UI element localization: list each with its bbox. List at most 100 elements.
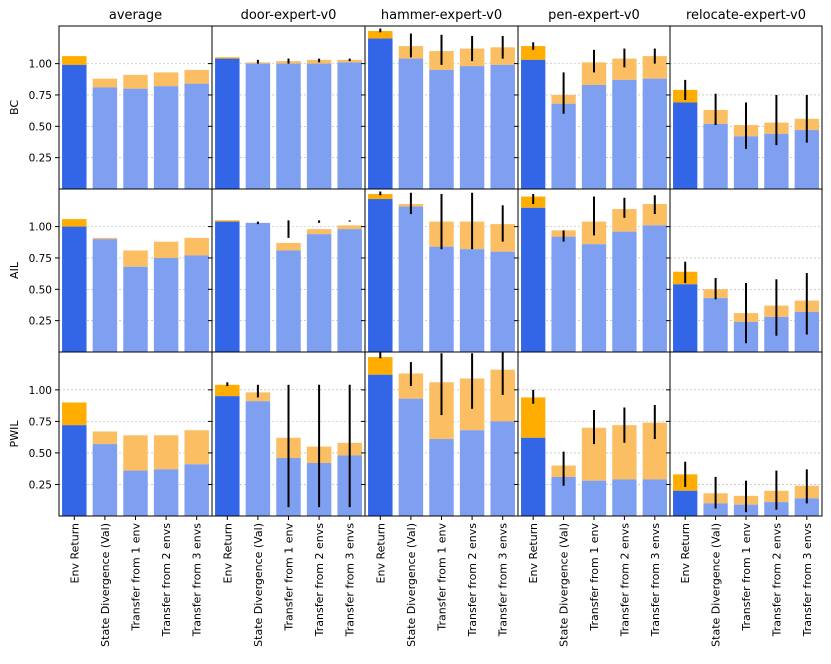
bar-top-transfer-from-3-envs [337,225,362,230]
x-tick-label-transfer-from-3-envs: Transfer from 3 envs [344,523,357,638]
bar-bottom-transfer-from-2-envs [612,79,637,189]
bar-bottom-transfer-from-3-envs [490,251,515,352]
bar-bottom-state-divergence-val [551,236,576,352]
bar-bottom-transfer-from-3-envs [642,479,667,516]
bar-top-env-return [215,57,240,59]
y-tick-label: 1.00 [29,385,52,397]
bar-bottom-transfer-from-1-env [123,88,148,189]
panel-bc-hammer-expert-v0 [361,25,519,190]
bar-top-env-return [62,219,87,227]
bar-top-transfer-from-1-env [581,62,607,85]
bar-bottom-transfer-from-1-env [581,480,607,516]
y-tick-label: 0.50 [29,121,52,133]
bar-bottom-transfer-from-2-envs [612,479,637,516]
bar-top-transfer-from-1-env [123,435,148,471]
panel-pwil-average: 0.25 0.50 0.75 1.00 Env Return State Divergen… [29,351,213,647]
y-tick-label: 0.25 [29,316,52,328]
y-tick-label: 1.00 [29,222,52,234]
x-tick-label-state-divergence-val: State Divergence (Val) [252,523,265,647]
bar-bottom-transfer-from-2-envs [153,86,179,189]
x-tick-label-env-return: Env Return [68,523,81,583]
bar-top-transfer-from-3-envs [642,204,667,226]
bar-top-transfer-from-3-envs [184,69,209,84]
bar-top-transfer-from-1-env [123,74,148,89]
bar-bottom-env-return [673,102,698,189]
x-tick-label-env-return: Env Return [527,523,540,583]
bar-bottom-transfer-from-2-envs [306,63,332,189]
bar-top-env-return [368,31,393,39]
column-title-door-expert-v0: door-expert-v0 [241,8,337,23]
bar-bottom-state-divergence-val [398,398,424,516]
panel-pwil-relocate-expert-v0: Env Return State Divergence (Val) Transfer… [666,351,823,647]
y-tick-label: 0.25 [29,479,52,491]
bar-bottom-transfer-from-3-envs [794,498,819,516]
bar-bottom-state-divergence-val [92,444,118,516]
bar-bottom-env-return [368,374,393,516]
x-tick-label-transfer-from-1-env: Transfer from 1 env [740,523,753,632]
bar-bottom-env-return [368,199,393,352]
bar-top-env-return [215,384,240,397]
bar-bottom-state-divergence-val [245,401,271,516]
bar-top-env-return [521,46,546,60]
bar-top-transfer-from-2-envs [612,58,637,80]
bar-bottom-state-divergence-val [245,222,271,352]
bar-bottom-transfer-from-1-env [581,84,607,189]
x-tick-label-transfer-from-2-envs: Transfer from 2 envs [313,523,326,638]
bar-bottom-state-divergence-val [92,239,118,352]
column-title-relocate-expert-v0: relocate-expert-v0 [686,8,806,23]
bar-bottom-env-return [62,64,87,189]
bar-bottom-transfer-from-2-envs [612,231,637,352]
bar-bottom-env-return [521,207,546,352]
panel-bc-pen-expert-v0 [514,25,671,190]
bar-top-transfer-from-2-envs [153,435,179,470]
bar-top-env-return [368,194,393,200]
panel-pwil-hammer-expert-v0: Env Return State Divergence (Val) Transfer… [361,351,519,647]
column-title-average: average [109,8,162,23]
bar-bottom-transfer-from-1-env [123,266,148,352]
row-label-pwil: PWIL [8,420,21,448]
y-tick-label: 0.75 [29,90,52,102]
bar-bottom-transfer-from-1-env [581,244,607,352]
bar-top-transfer-from-1-env [123,250,148,267]
x-tick-label-state-divergence-val: State Divergence (Val) [558,523,571,647]
bar-bottom-transfer-from-2-envs [153,257,179,352]
bar-bottom-env-return [62,226,87,352]
bar-bottom-env-return [215,396,240,516]
bar-bottom-env-return [215,221,240,352]
bar-bottom-transfer-from-1-env [276,63,301,189]
column-title-hammer-expert-v0: hammer-expert-v0 [381,8,502,23]
bar-bottom-transfer-from-2-envs [459,249,485,352]
x-tick-label-transfer-from-3-envs: Transfer from 3 envs [191,523,204,638]
bar-bottom-transfer-from-2-envs [459,430,485,516]
x-tick-label-state-divergence-val: State Divergence (Val) [710,523,723,647]
panel-ail-relocate-expert-v0 [666,188,823,353]
bar-top-transfer-from-1-env [276,242,301,251]
bar-bottom-env-return [673,490,698,516]
bar-top-env-return [521,397,546,438]
bar-top-transfer-from-2-envs [612,209,637,232]
bar-bottom-transfer-from-3-envs [490,64,515,189]
bar-bottom-env-return [368,38,393,190]
x-tick-label-transfer-from-1-env: Transfer from 1 env [130,523,143,632]
panel-bc-average: 0.25 0.50 0.75 1.00 [29,25,213,190]
y-tick-label: 0.25 [29,153,52,165]
bar-bottom-state-divergence-val [398,206,424,352]
bar-bottom-transfer-from-2-envs [459,66,485,189]
x-tick-label-env-return: Env Return [221,523,234,583]
bar-top-env-return [368,357,393,375]
bar-bottom-transfer-from-1-env [123,470,148,516]
bar-bottom-env-return [673,284,698,352]
y-tick-label: 0.50 [29,448,52,460]
bar-top-transfer-from-2-envs [153,241,179,258]
x-tick-label-transfer-from-1-env: Transfer from 1 env [588,523,601,632]
bar-bottom-env-return [62,425,87,516]
row-label-ail: AIL [8,261,21,279]
bar-top-state-divergence-val [92,431,118,445]
y-tick-label: 1.00 [29,59,52,71]
x-tick-label-transfer-from-2-envs: Transfer from 2 envs [160,523,173,638]
bar-bottom-env-return [521,59,546,189]
bar-top-env-return [62,56,87,65]
bar-top-env-return [62,402,87,426]
bar-top-state-divergence-val [92,237,118,240]
